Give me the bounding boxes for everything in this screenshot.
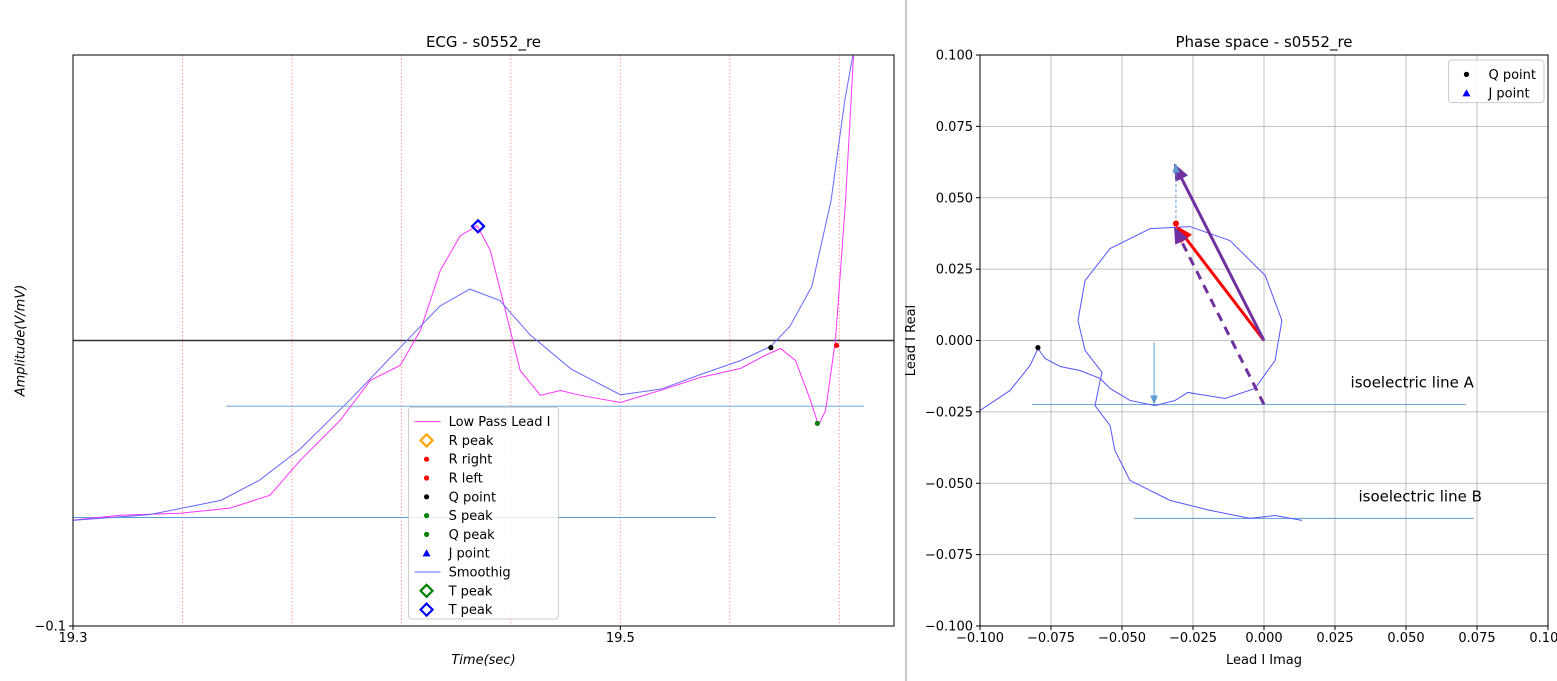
y-tick-label: −0.075 bbox=[925, 548, 973, 563]
x-axis-label: Lead I Imag bbox=[1226, 653, 1302, 668]
chart-title: Phase space - s0552_re bbox=[1175, 33, 1352, 52]
x-tick-label: −0.025 bbox=[1169, 631, 1217, 646]
y-tick-label: −0.050 bbox=[925, 477, 973, 492]
legend-marker bbox=[423, 494, 430, 500]
legend-label: T peak bbox=[448, 603, 493, 618]
legend-box bbox=[408, 406, 559, 620]
legend: Q point J point bbox=[1447, 59, 1545, 104]
x-tick-label: −0.075 bbox=[1027, 631, 1075, 646]
plot bbox=[73, 55, 894, 626]
y-tick-label: 0.075 bbox=[936, 120, 973, 135]
legend-marker bbox=[423, 456, 430, 462]
y-tick-label: 0.025 bbox=[936, 263, 973, 278]
annotation: isoelectric line B bbox=[1358, 487, 1481, 505]
legend-label: T peak bbox=[448, 584, 493, 599]
series-line bbox=[73, 55, 854, 521]
x-tick-label: 19.3 bbox=[59, 631, 88, 646]
x-tick-label: 0.025 bbox=[1316, 631, 1353, 646]
y-tick-label: 0.050 bbox=[936, 191, 973, 206]
series-line bbox=[73, 55, 854, 521]
x-tick-label: 0.050 bbox=[1387, 631, 1424, 646]
legend-label: J point bbox=[1487, 87, 1529, 102]
legend-marker bbox=[419, 602, 435, 618]
y-tick-label: −0.100 bbox=[925, 620, 973, 635]
legend-marker bbox=[423, 531, 430, 538]
legend-label: S peak bbox=[449, 509, 494, 524]
legend-label: Smoothig bbox=[449, 566, 511, 581]
y-tick-label: 0.000 bbox=[936, 334, 973, 349]
dot-marker bbox=[1035, 345, 1041, 351]
y-axis-label: Amplitude(V/mV) bbox=[13, 285, 28, 398]
x-tick-label: 19.5 bbox=[606, 631, 635, 646]
legend-marker bbox=[422, 549, 431, 557]
y-tick-label: −0.025 bbox=[925, 405, 973, 420]
legend-box bbox=[1447, 59, 1545, 104]
legend-label: R peak bbox=[449, 434, 494, 449]
x-axis-label: Time(sec) bbox=[451, 653, 515, 668]
legend-marker bbox=[1462, 89, 1471, 97]
legend-label: Low Pass Lead I bbox=[449, 415, 551, 430]
legend-label: Q point bbox=[1488, 68, 1536, 83]
plot bbox=[980, 55, 1548, 626]
y-tick-label: −0.1 bbox=[34, 620, 66, 635]
x-tick-label: −0.050 bbox=[1098, 631, 1146, 646]
legend-label: Q peak bbox=[449, 528, 496, 543]
legend-label: R right bbox=[449, 453, 493, 468]
legend-label: J point bbox=[448, 547, 490, 562]
plot-frame bbox=[72, 54, 895, 627]
dot-marker bbox=[768, 345, 774, 351]
legend-marker bbox=[419, 432, 435, 448]
legend-marker bbox=[423, 475, 430, 481]
arrow-head bbox=[1150, 395, 1158, 405]
dot-marker bbox=[833, 342, 840, 348]
legend: Low Pass Lead I R peak R right R left Q poin… bbox=[408, 406, 559, 620]
chart-title: ECG - s0552_re bbox=[426, 33, 541, 52]
annotation: isoelectric line A bbox=[1351, 373, 1475, 391]
x-tick-label: 0.000 bbox=[1245, 631, 1282, 646]
plot-frame bbox=[979, 54, 1549, 627]
x-tick-label: 0.075 bbox=[1458, 631, 1495, 646]
chart-panel: ECG - s0552_re Time(sec) 19.3 19.5 −0.1 Ampli… bbox=[13, 33, 895, 668]
legend-marker bbox=[423, 513, 430, 519]
arrow-shaft bbox=[1183, 235, 1266, 342]
arrow-head bbox=[1173, 226, 1189, 245]
y-axis-label: Lead I Real bbox=[904, 305, 919, 376]
y-tick-label: 0.100 bbox=[936, 49, 973, 64]
legend-label: Q point bbox=[449, 490, 497, 505]
dot-marker bbox=[814, 420, 820, 426]
legend-label: R left bbox=[449, 472, 483, 487]
x-tick-label: 0.100 bbox=[1529, 631, 1557, 646]
legend-marker bbox=[1463, 71, 1470, 77]
legend-marker bbox=[419, 583, 435, 599]
series-line bbox=[980, 226, 1303, 521]
arrow-head bbox=[1172, 163, 1180, 173]
arrow-shaft bbox=[1178, 174, 1266, 342]
diamond-marker bbox=[470, 218, 486, 234]
point bbox=[1172, 220, 1179, 227]
x-tick-label: −0.100 bbox=[956, 631, 1004, 646]
